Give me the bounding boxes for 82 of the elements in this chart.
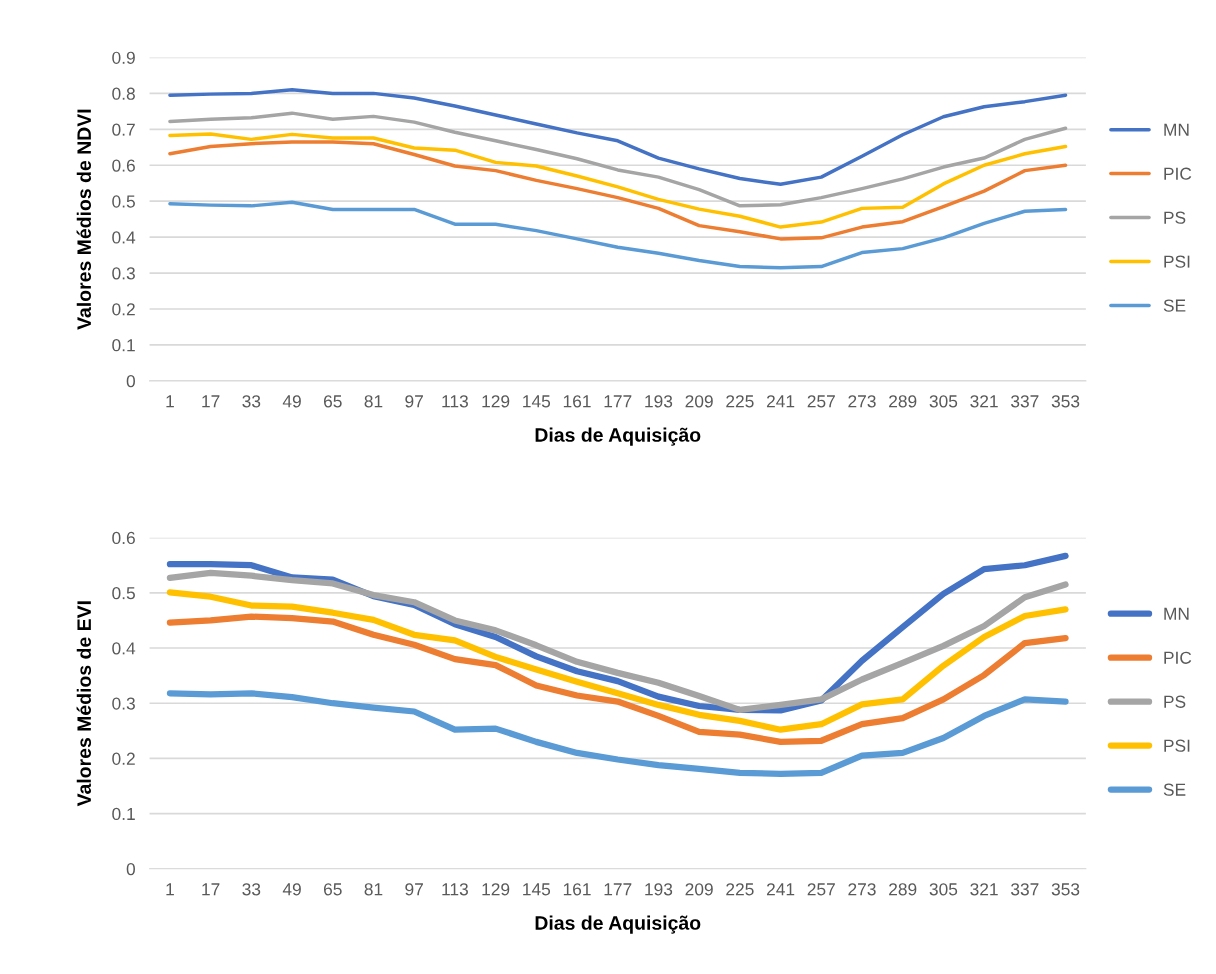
- x-tick-label: 225: [726, 883, 754, 896]
- x-tick-label: 321: [970, 883, 998, 896]
- y-tick-label: 0.2: [112, 752, 135, 765]
- y-tick-label: 0.3: [112, 267, 135, 280]
- x-tick-label: 33: [242, 883, 261, 896]
- x-tick-label: 113: [442, 883, 468, 896]
- x-tick-label: 337: [1011, 883, 1039, 896]
- y-tick-label: 0.4: [112, 231, 136, 244]
- line-series: [168, 200, 1068, 270]
- x-axis-title: Dias de Aquisição: [535, 915, 701, 934]
- x-tick-label: 129: [482, 883, 510, 896]
- x-tick-label: 1: [166, 883, 174, 896]
- x-tick-label: 97: [405, 395, 423, 408]
- line-series: [168, 140, 1068, 241]
- x-tick-label: 33: [242, 395, 261, 408]
- x-tick-label: 305: [929, 395, 958, 408]
- legend-label: PS: [1164, 211, 1186, 224]
- x-tick-label: 305: [929, 883, 958, 896]
- y-axis-title: Valores Médios de EVI: [76, 601, 92, 807]
- x-tick-label: 337: [1011, 395, 1039, 408]
- x-tick-label: 353: [1051, 883, 1080, 896]
- x-tick-label: 225: [726, 395, 754, 408]
- x-tick-label: 241: [766, 395, 795, 408]
- x-tick-label: 289: [889, 395, 917, 408]
- legend-label: SE: [1163, 299, 1186, 312]
- x-tick-label: 289: [889, 883, 917, 896]
- y-tick-label: 0.4: [112, 642, 136, 655]
- x-tick-label: 1: [166, 395, 174, 408]
- x-tick-label: 161: [563, 883, 591, 896]
- x-tick-label: 17: [202, 883, 220, 896]
- x-tick-label: 193: [645, 395, 673, 408]
- x-tick-label: 273: [848, 395, 876, 408]
- y-tick-label: 0.1: [112, 339, 135, 352]
- line-series: [168, 132, 1068, 229]
- legend-label: PSI: [1164, 739, 1190, 752]
- y-tick-label: 0.1: [112, 807, 135, 821]
- x-tick-label: 241: [766, 883, 795, 896]
- x-tick-label: 81: [364, 883, 383, 896]
- x-tick-label: 49: [282, 883, 301, 896]
- legend-label: PS: [1164, 695, 1186, 708]
- y-tick-label: 0.5: [112, 195, 135, 208]
- x-tick-label: 161: [563, 395, 591, 408]
- x-tick-label: 17: [202, 395, 220, 408]
- legend-label: PIC: [1164, 651, 1192, 664]
- x-tick-label: 65: [323, 883, 342, 896]
- legend-label: SE: [1163, 783, 1186, 796]
- y-tick-label: 0.2: [112, 303, 135, 316]
- x-tick-label: 145: [523, 883, 551, 896]
- x-tick-label: 97: [405, 883, 423, 896]
- x-tick-label: 257: [807, 395, 835, 408]
- x-tick-label: 321: [970, 395, 998, 408]
- x-tick-label: 65: [323, 395, 342, 408]
- y-tick-label: 0.3: [112, 697, 135, 710]
- y-tick-label: 0: [126, 862, 135, 876]
- x-tick-label: 129: [482, 395, 510, 408]
- x-tick-label: 353: [1051, 395, 1080, 408]
- x-tick-label: 49: [282, 395, 301, 408]
- y-tick-label: 0.9: [112, 51, 135, 64]
- x-tick-label: 209: [685, 883, 713, 896]
- y-tick-label: 0.6: [112, 159, 135, 172]
- legend-label: MN: [1164, 607, 1189, 620]
- x-tick-label: 81: [364, 395, 383, 408]
- legend-label: PIC: [1164, 167, 1192, 180]
- line-series: [168, 88, 1068, 187]
- x-tick-label: 145: [523, 395, 551, 408]
- x-axis-title: Dias de Aquisição: [535, 427, 701, 446]
- y-tick-label: 0: [126, 375, 135, 388]
- y-tick-label: 0.5: [112, 587, 135, 600]
- x-tick-label: 209: [685, 395, 713, 408]
- x-tick-label: 113: [442, 395, 468, 408]
- legend-label: MN: [1164, 123, 1189, 136]
- x-tick-label: 193: [645, 883, 673, 896]
- line-series: [168, 111, 1068, 208]
- legend-label: PSI: [1164, 255, 1190, 268]
- y-axis-title: Valores Médios de NDVI: [76, 109, 92, 330]
- x-tick-label: 177: [604, 883, 632, 896]
- x-tick-label: 257: [807, 883, 835, 896]
- x-tick-label: 273: [848, 883, 876, 896]
- y-tick-label: 0.7: [112, 123, 135, 136]
- y-tick-label: 0.8: [112, 87, 135, 100]
- y-tick-label: 0.6: [112, 531, 135, 545]
- x-tick-label: 177: [604, 395, 632, 408]
